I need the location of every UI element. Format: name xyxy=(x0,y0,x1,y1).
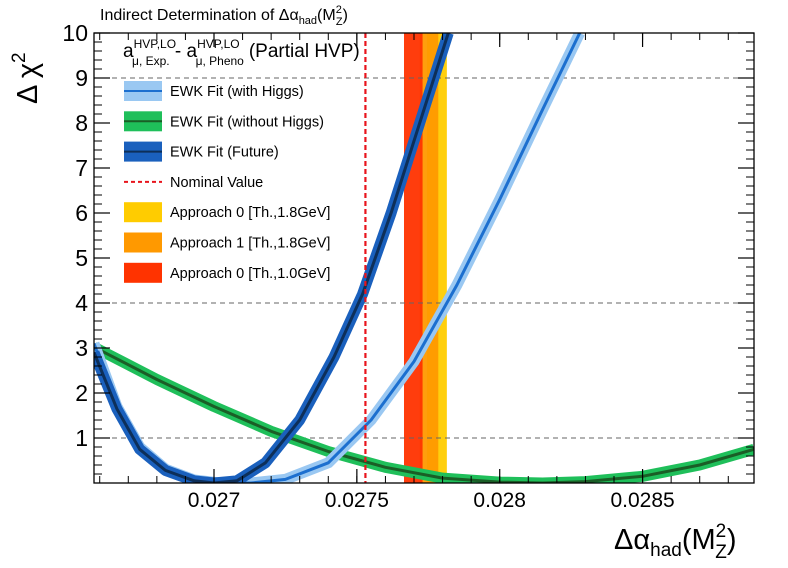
series-line-0 xyxy=(94,33,582,483)
y-tick-label-4: 5 xyxy=(75,245,88,271)
x-tick-label-3: 0.0285 xyxy=(610,489,674,512)
legend-label-6: Approach 0 [Th.,1.0GeV] xyxy=(170,266,330,282)
x-tick-label-0: 0.027 xyxy=(188,489,241,512)
axis-ticks: 0.027 0.0275 0.028 0.0285 1 2 3 4 5 6 7 8 9 10 xyxy=(62,20,754,512)
legend: EWK Fit (with Higgs) EWK Fit (without Hig… xyxy=(124,81,330,283)
y-tick-label-8: 9 xyxy=(75,65,88,91)
legend-label-4: Approach 0 [Th.,1.8GeV] xyxy=(170,205,330,221)
y-tick-label-3: 4 xyxy=(75,290,88,316)
x-axis-label: Δαhad(M2 Z) xyxy=(614,521,737,563)
legend-label-1: EWK Fit (without Higgs) xyxy=(170,114,324,130)
chart-title: Indirect Determination of Δαhad(M2 Z) xyxy=(100,4,348,28)
legend-label-5: Approach 1 [Th.,1.8GeV] xyxy=(170,236,330,252)
y-tick-label-5: 6 xyxy=(75,200,88,226)
x-tick-label-1: 0.0275 xyxy=(325,489,389,512)
y-tick-label-9: 10 xyxy=(62,20,88,46)
approach-band-2 xyxy=(404,33,423,483)
chart-subtitle: aHVP,LO μ, Exp. - aHVP,LO μ, Pheno (Partial… xyxy=(123,37,360,68)
y-tick-label-6: 7 xyxy=(75,155,88,181)
x-tick-label-2: 0.028 xyxy=(473,489,526,512)
fit-curves xyxy=(94,33,754,483)
approach-band-1 xyxy=(419,33,439,483)
y-tick-label-0: 1 xyxy=(75,425,88,451)
dashed-gridlines xyxy=(94,77,754,439)
y-axis-label: Δ χ2 xyxy=(9,52,44,104)
legend-swatch-6 xyxy=(124,262,162,283)
series-line-2 xyxy=(94,33,450,483)
legend-label-0: EWK Fit (with Higgs) xyxy=(170,84,304,100)
legend-label-2: EWK Fit (Future) xyxy=(170,145,279,161)
y-tick-label-2: 3 xyxy=(75,335,88,361)
plot-area xyxy=(94,33,754,483)
legend-swatch-5 xyxy=(124,232,162,253)
legend-swatch-4 xyxy=(124,202,162,223)
y-tick-label-1: 2 xyxy=(75,380,88,406)
y-tick-label-7: 8 xyxy=(75,110,88,136)
series-band-0 xyxy=(94,33,585,483)
legend-label-3: Nominal Value xyxy=(170,175,263,191)
